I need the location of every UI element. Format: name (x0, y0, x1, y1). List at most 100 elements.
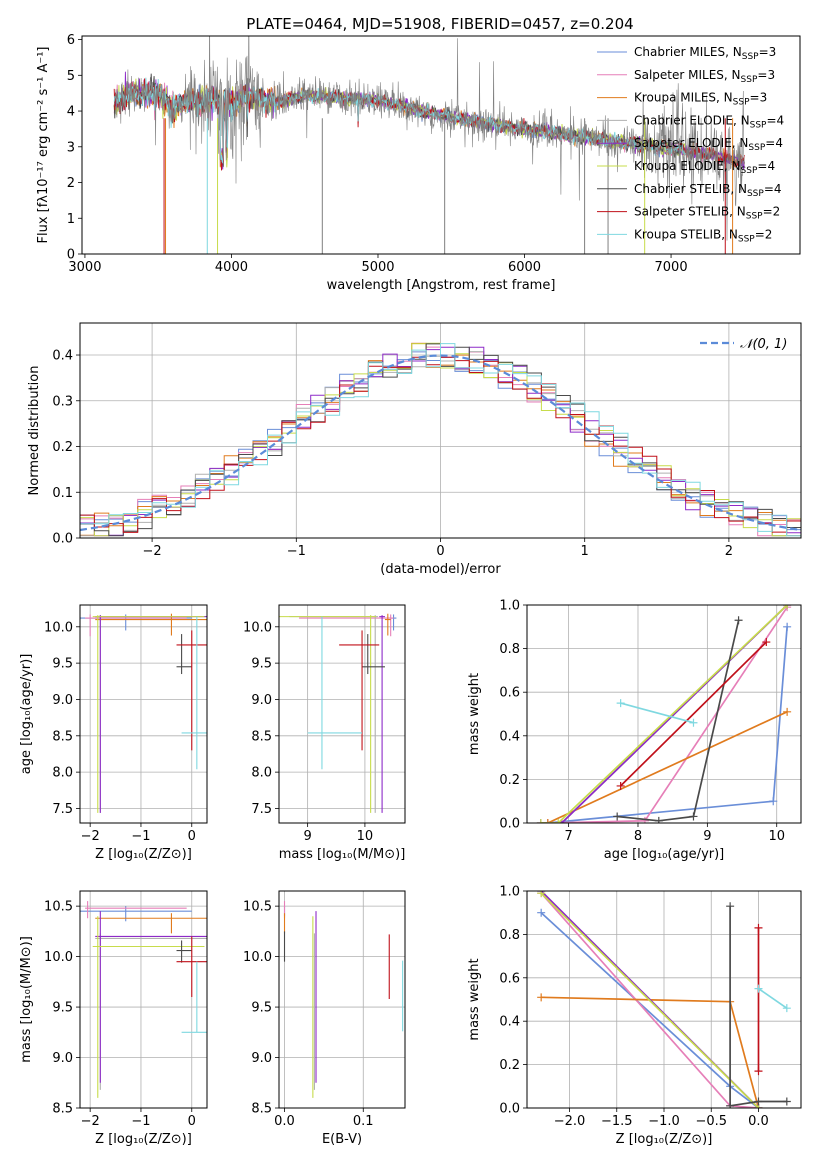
legend-tail: =2 (755, 227, 773, 241)
plot-area (537, 891, 791, 1108)
y-tick-label: 9.0 (52, 1051, 73, 1066)
x-tick-label: 0.1 (353, 1114, 374, 1129)
y-tick-label: 10.0 (44, 950, 73, 965)
x-tick-label: 10 (357, 829, 374, 844)
y-tick-label: 9.5 (52, 1001, 73, 1016)
x-tick-label: 1 (581, 544, 589, 559)
x-tick-label: 7000 (655, 260, 688, 275)
x-axis-label: wavelength [Angstrom, rest frame] (327, 278, 556, 293)
x-tick-label: 0 (436, 544, 444, 559)
legend-tail: =4 (764, 182, 782, 196)
y-tick-label: 10.0 (243, 620, 272, 635)
hist-kroupa-stelib (80, 343, 801, 537)
weight-line-salpeter-stelib (620, 641, 767, 787)
x-tick-label: 9 (303, 829, 311, 844)
errorbar-point (95, 613, 207, 636)
x-tick-label: −1 (131, 829, 150, 844)
y-tick-label: 10.0 (44, 620, 73, 635)
weight-marker (616, 781, 625, 790)
weight-line-kroupa-elodie (540, 605, 788, 823)
x-tick-label: −0.5 (695, 1114, 727, 1129)
errorbar-point (384, 613, 391, 636)
weight-marker (536, 819, 545, 823)
weight-line-kroupa-stelib (758, 987, 788, 1009)
y-tick-label: 6 (67, 33, 75, 48)
axes-frame (526, 604, 802, 824)
plot-area (80, 342, 801, 537)
axes-frame (278, 604, 406, 824)
y-tick-label: 0 (67, 248, 75, 263)
errorbar-point (181, 961, 207, 1033)
axes-frame (79, 890, 208, 1109)
weight-marker (654, 816, 663, 823)
normal-curve (80, 354, 801, 532)
legend-sub: SSP (747, 189, 764, 199)
y-tick-label: 0.8 (499, 928, 520, 943)
axes-frame (79, 604, 208, 824)
x-tick-label: 5000 (361, 260, 394, 275)
legend-entry: Salpeter MILES, NSSP=3 (634, 68, 775, 85)
panel-weight_vs_Z: −2.0 −1.5 −1.0 −0.5 0.0 0.0 0.2 0.4 0.6 0.8 1.0 Z [… (467, 885, 802, 1147)
legend-sub: SSP (750, 120, 767, 130)
x-tick-label: −1.0 (648, 1114, 680, 1129)
weight-line-chabrier-miles (540, 912, 760, 1108)
weight-marker (782, 1004, 791, 1013)
y-tick-label: 8.5 (52, 1102, 73, 1117)
legend-label: Kroupa STELIB, N (634, 227, 738, 241)
y-tick-label: 9.5 (251, 1001, 272, 1016)
y-tick-label: 4 (67, 105, 75, 120)
y-tick-label: 3 (67, 140, 75, 155)
errorbar-point (390, 614, 397, 631)
legend-tail: =4 (766, 113, 784, 127)
x-tick-label: −1.5 (601, 1114, 633, 1129)
axes-frame (526, 890, 802, 1109)
legend-entry: Kroupa ELODIE, NSSP=4 (634, 159, 775, 176)
panel-mass_vs_ebv: 0.0 0.1 8.5 9.0 9.5 10.0 10.5 E(B-V) (243, 890, 406, 1147)
legend-label: Salpeter STELIB, N (634, 205, 746, 219)
legend-sub: SSP (742, 52, 759, 62)
legend-entry: Chabrier STELIB, NSSP=4 (634, 182, 782, 199)
x-tick-label: −2.0 (554, 1114, 586, 1129)
legend-label: Salpeter ELODIE, N (634, 136, 748, 150)
x-tick-label: 7 (564, 829, 572, 844)
legend-label: Chabrier ELODIE, N (634, 113, 750, 127)
weight-line-chabrier-stelib (729, 906, 787, 1107)
y-tick-label: 10.5 (44, 900, 73, 915)
x-tick-label: 2 (725, 544, 733, 559)
errorbar-point (176, 940, 192, 963)
legend-entry: Kroupa STELIB, NSSP=2 (634, 227, 772, 244)
y-tick-label: 0.6 (499, 686, 520, 701)
weight-marker (537, 993, 546, 1002)
weight-line-kroupa-miles (547, 711, 788, 823)
y-tick-label: 7.5 (52, 802, 73, 817)
y-tick-label: 5 (67, 69, 75, 84)
x-tick-label: 3000 (68, 260, 101, 275)
legend-label: Salpeter MILES, N (634, 68, 741, 82)
errorbar-point (362, 634, 385, 675)
x-tick-label: −2 (81, 1114, 100, 1129)
y-tick-label: 9.0 (251, 693, 272, 708)
y-tick-label: 0.0 (499, 1102, 520, 1117)
weight-marker (754, 984, 763, 993)
x-axis-label: age [log₁₀(age/yr)] (604, 847, 725, 862)
y-axis-label: age [log₁₀(age/yr)] (19, 654, 34, 775)
plot-area (80, 613, 207, 813)
legend-tail: =4 (765, 136, 783, 150)
weight-marker (640, 816, 649, 823)
panel-spectrum: 3000 4000 5000 6000 7000 0 1 2 3 4 5 6 wavelength [A… (36, 33, 801, 293)
weight-marker (754, 1067, 763, 1076)
panel-residuals: −2 −1 0 1 2 0.0 0.1 0.2 0.3 0.4 (data-model)/error… (27, 322, 802, 577)
y-tick-label: 8.0 (52, 766, 73, 781)
weight-marker (782, 1097, 791, 1106)
legend-tail: =3 (750, 91, 768, 105)
legend-entry: Kroupa MILES, NSSP=3 (634, 91, 767, 108)
panel-weight_vs_age: 7 8 9 10 0.0 0.2 0.4 0.6 0.8 1.0 age [log₁₀(age/yr… (467, 599, 802, 862)
y-tick-label: 0.2 (499, 1058, 520, 1073)
y-tick-label: 0.4 (499, 1015, 520, 1030)
weight-marker (537, 891, 546, 898)
errorbar-point (299, 614, 394, 637)
errorbar-point (95, 911, 207, 1083)
legend-sub: SSP (733, 98, 750, 108)
weight-line-chabrier-stelib (617, 620, 740, 822)
